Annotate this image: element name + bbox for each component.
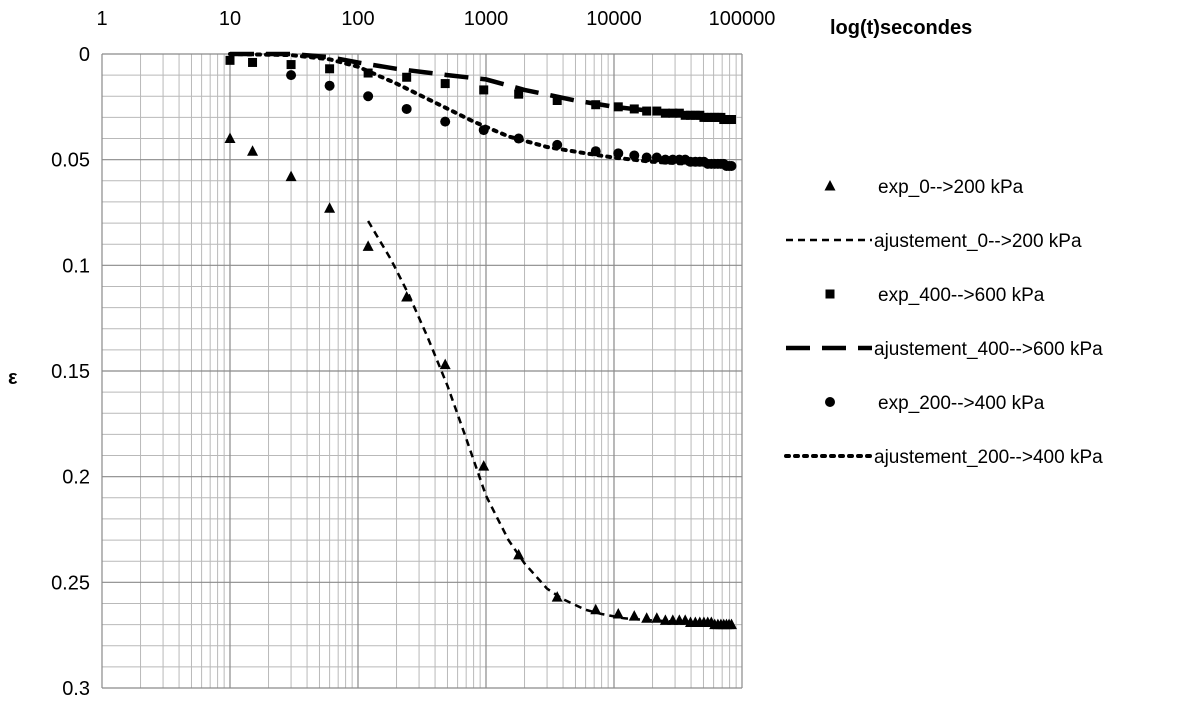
x-tick-label: 10000 [586, 8, 642, 30]
data-point [440, 116, 451, 127]
data-point [225, 55, 235, 65]
legend: exp_0-->200 kPa ajustement_0-->200 kPa exp… [784, 177, 1103, 468]
data-point [286, 70, 297, 81]
data-point [363, 68, 373, 78]
legend-item: exp_0-->200 kPa [824, 177, 1024, 198]
series-exp_0-->200 kPa [224, 132, 738, 630]
data-point [613, 102, 623, 112]
legend-label: exp_0-->200 kPa [878, 177, 1024, 198]
legend-label: ajustement_400-->600 kPa [874, 339, 1103, 360]
x-tick-label: 10 [219, 8, 241, 30]
series-ajustement_200-->400 kPa [228, 52, 735, 168]
legend-label: exp_200-->400 kPa [878, 393, 1045, 414]
data-point [686, 110, 696, 120]
x-tick-label: 100000 [709, 8, 776, 30]
legend-marker [825, 289, 835, 299]
data-point [590, 603, 602, 615]
data-point [324, 80, 335, 91]
x-tick-label: 1 [96, 8, 107, 30]
data-point [248, 57, 258, 67]
data-point [285, 170, 297, 182]
data-point [440, 79, 450, 89]
data-point [652, 106, 662, 116]
data-point [659, 614, 671, 625]
series-line [228, 52, 735, 168]
y-tick-label: 0 [79, 44, 90, 66]
data-point [642, 106, 652, 116]
series-ajustement_400-->600 kPa [230, 51, 734, 122]
data-point [629, 150, 640, 161]
data-point [324, 202, 336, 213]
x-tick-label: 1000 [464, 8, 509, 30]
legend-item: ajustement_400-->600 kPa [786, 339, 1103, 360]
legend-item: ajustement_200-->400 kPa [784, 447, 1103, 468]
data-point [401, 103, 412, 114]
legend-item: exp_400-->600 kPa [825, 285, 1045, 306]
series-line [367, 220, 734, 626]
y-tick-label: 0.05 [51, 150, 90, 172]
data-point [479, 85, 489, 95]
data-point [613, 148, 624, 159]
legend-item: exp_200-->400 kPa [825, 393, 1045, 414]
legend-marker [824, 180, 836, 191]
data-point [680, 110, 690, 120]
x-tick-label: 100 [341, 8, 374, 30]
data-point [362, 240, 374, 251]
data-point [402, 72, 412, 82]
data-point [286, 60, 296, 70]
data-point [478, 460, 490, 471]
x-tick-labels: 1 10 100 1000 10000 100000 [96, 8, 775, 30]
data-point [363, 91, 374, 102]
data-point [247, 145, 259, 156]
x-axis-title: log(t)secondes [830, 17, 972, 39]
y-tick-label: 0.3 [62, 678, 90, 700]
y-axis-title: ε [8, 367, 18, 389]
major-gridlines [101, 53, 743, 689]
legend-item: ajustement_0-->200 kPa [786, 231, 1082, 252]
series-ajustement_0-->200 kPa [367, 220, 734, 626]
y-tick-label: 0.15 [51, 361, 90, 383]
y-tick-label: 0.25 [51, 572, 90, 594]
series-exp_200-->400 kPa [286, 70, 737, 172]
legend-label: ajustement_0-->200 kPa [874, 231, 1082, 252]
data-point [439, 358, 451, 370]
series-line [230, 51, 734, 122]
data-point [325, 64, 335, 74]
data-point [224, 132, 236, 144]
legend-label: ajustement_200-->400 kPa [874, 447, 1103, 468]
y-tick-label: 0.2 [62, 467, 90, 489]
plot-series [224, 51, 738, 630]
data-point [552, 95, 562, 105]
y-tick-label: 0.1 [62, 255, 90, 277]
y-tick-labels: 0 0.05 0.1 0.15 0.2 0.25 0.3 [51, 44, 90, 700]
data-point [514, 89, 524, 99]
legend-marker [825, 397, 835, 407]
legend-label: exp_400-->600 kPa [878, 285, 1045, 306]
